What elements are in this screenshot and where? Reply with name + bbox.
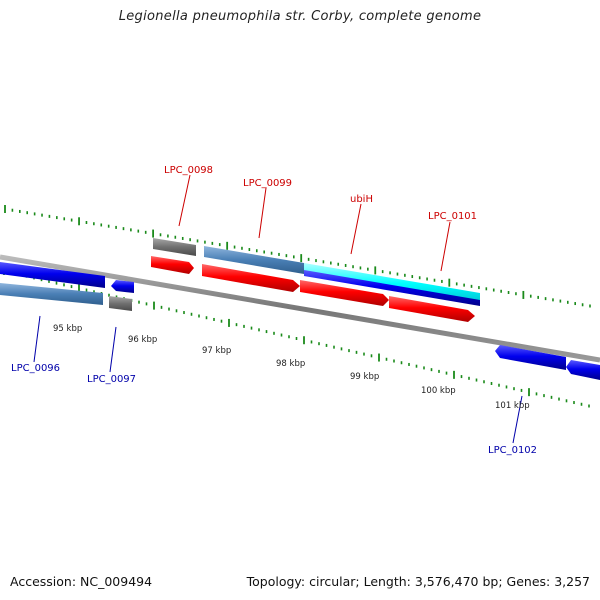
leader-lpc-0096 [33,315,41,363]
leader-lpc-0098 [178,174,191,227]
label-lpc-0099[interactable]: LPC_0099 [243,178,292,189]
inner-tick-track [3,267,590,408]
gene-bar-lpc-0096[interactable] [0,283,103,305]
tick-label-95kbp: 95 kbp [53,324,82,334]
cds-arrow-lpc-0096[interactable] [0,262,105,288]
label-ubih[interactable]: ubiH [350,194,373,205]
genome-summary-text: Topology: circular; Length: 3,576,470 bp… [246,574,590,589]
label-lpc-0098[interactable]: LPC_0098 [164,165,213,176]
label-lpc-0101[interactable]: LPC_0101 [428,211,477,222]
leader-ubih [350,203,362,255]
tick-label-100kbp: 100 kbp [421,386,456,396]
gene-bar-lpc-0097[interactable] [109,296,132,311]
tick-label-99kbp: 99 kbp [350,372,379,382]
leader-lpc-0102 [512,395,523,444]
leader-lpc-0101 [440,221,451,272]
label-lpc-0102[interactable]: LPC_0102 [488,445,537,456]
outer-tick-track [4,205,591,308]
tick-label-101kbp: 101 kbp [495,401,530,411]
accession-text: Accession: NC_009494 [10,574,153,589]
label-lpc-0096[interactable]: LPC_0096 [11,363,60,374]
cds-arrow-ubih[interactable] [300,280,389,306]
gene-bar-lpc-0098[interactable] [153,238,196,256]
tick-label-97kbp: 97 kbp [202,346,231,356]
leader-lpc-0099 [258,187,267,239]
label-lpc-0097[interactable]: LPC_0097 [87,374,136,385]
tick-label-96kbp: 96 kbp [128,335,157,345]
cds-arrow-lpc-0097[interactable] [111,280,134,293]
cds-arrow-next[interactable] [566,360,600,380]
cds-arrow-lpc-0099[interactable] [202,264,300,292]
gene-bar-ubih-strand [304,270,480,306]
cds-arrow-lpc-0102[interactable] [495,345,566,370]
gene-bar-lpc-0099[interactable] [204,246,304,274]
cds-arrow-lpc-0101[interactable] [389,296,475,322]
genome-backbone [0,254,600,363]
leader-lpc-0097 [109,326,117,373]
tick-label-98kbp: 98 kbp [276,359,305,369]
map-title: Legionella pneumophila str. Corby, compl… [118,9,482,24]
cds-arrow-lpc-0098[interactable] [151,256,194,274]
